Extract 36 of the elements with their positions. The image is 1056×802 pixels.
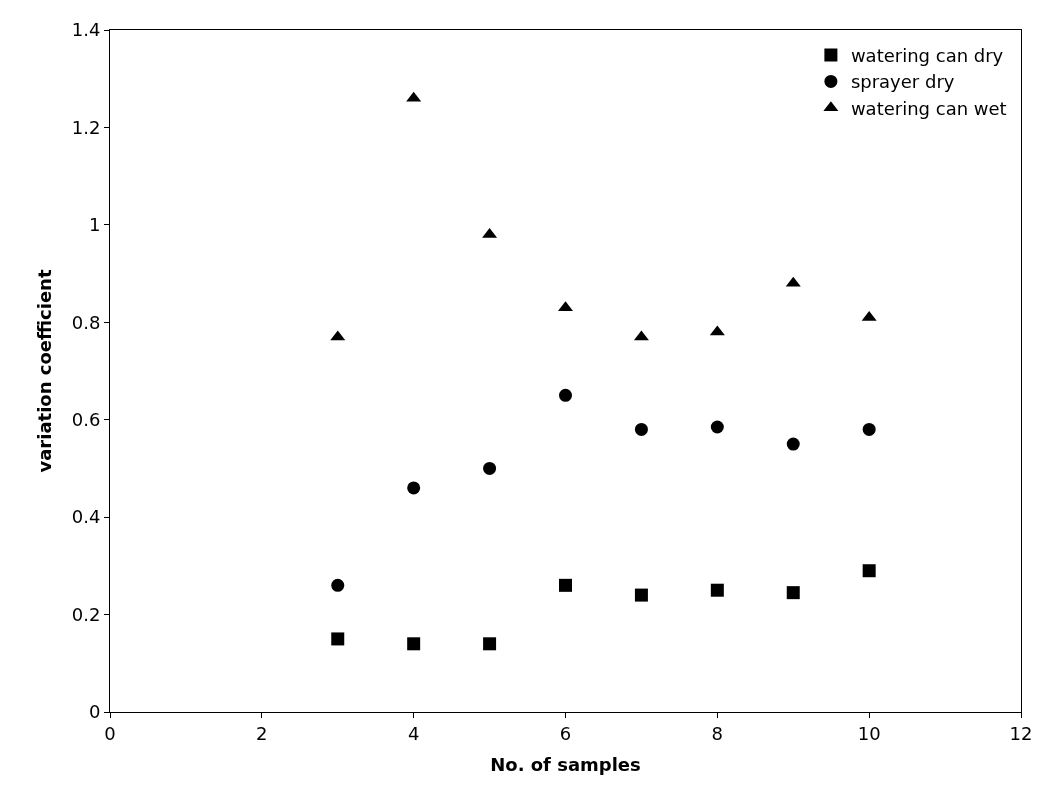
y-tick-label: 0.2 <box>71 603 101 625</box>
x-tick-label: 0 <box>104 722 116 744</box>
point <box>331 632 345 646</box>
point <box>634 422 648 436</box>
point <box>483 461 497 475</box>
point <box>710 583 724 597</box>
y-tick-label: 1.4 <box>71 19 101 41</box>
legend-label: sprayer dry <box>850 71 955 93</box>
y-tick-label: 0.8 <box>71 311 101 333</box>
y-tick-label: 1.2 <box>71 116 101 138</box>
point <box>634 588 648 602</box>
point <box>786 437 800 451</box>
x-tick-label: 8 <box>711 722 724 744</box>
x-tick-label: 2 <box>256 722 268 744</box>
x-tick-label: 6 <box>559 722 572 744</box>
y-tick-label: 0.4 <box>71 506 101 528</box>
legend-label: watering can wet <box>850 97 1007 119</box>
legend-label: watering can dry <box>850 45 1004 67</box>
point <box>862 564 876 578</box>
x-tick-label: 10 <box>857 722 881 744</box>
point <box>483 637 497 651</box>
point <box>710 420 724 434</box>
y-tick-label: 0.6 <box>71 409 101 431</box>
point <box>407 637 421 651</box>
point <box>559 388 572 402</box>
x-tick-label: 4 <box>407 722 420 744</box>
point <box>559 578 572 592</box>
point <box>407 481 421 495</box>
point <box>862 422 876 436</box>
point <box>331 578 345 592</box>
point <box>786 586 800 600</box>
x-tick-label: 12 <box>1009 722 1033 744</box>
y-axis-title: variation coefficient <box>33 269 55 473</box>
y-tick-label: 0 <box>88 701 101 723</box>
x-axis-title: No. of samples <box>490 753 641 775</box>
y-tick-label: 1 <box>88 214 101 236</box>
